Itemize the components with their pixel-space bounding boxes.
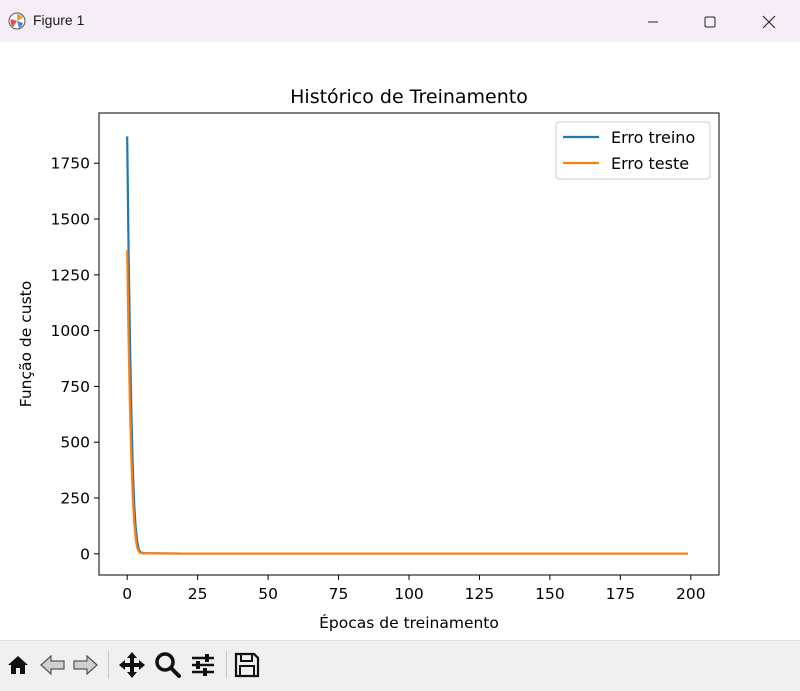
home-button[interactable] bbox=[3, 650, 33, 680]
x-tick-label: 25 bbox=[188, 585, 208, 603]
back-icon bbox=[40, 654, 65, 676]
series-line-1 bbox=[126, 136, 688, 555]
y-tick-label: 1000 bbox=[51, 322, 90, 340]
forward-icon bbox=[73, 654, 98, 676]
y-tick-label: 500 bbox=[60, 434, 90, 452]
maximize-button[interactable] bbox=[687, 8, 733, 36]
series-line-2 bbox=[126, 250, 688, 555]
zoom-button[interactable] bbox=[153, 650, 183, 680]
back-button[interactable] bbox=[38, 650, 68, 680]
y-tick-label: 1750 bbox=[51, 155, 90, 173]
x-tick-label: 150 bbox=[535, 585, 565, 603]
y-tick-label: 250 bbox=[60, 490, 90, 508]
matplotlib-icon bbox=[8, 12, 26, 30]
y-tick-label: 0 bbox=[80, 545, 90, 563]
window-title: Figure 1 bbox=[33, 12, 85, 28]
y-tick-label: 1500 bbox=[51, 211, 90, 229]
home-icon bbox=[8, 656, 28, 674]
title-bar: Figure 1 bbox=[0, 0, 800, 43]
navigation-toolbar bbox=[0, 640, 800, 691]
pan-button[interactable] bbox=[117, 650, 147, 680]
legend-label: Erro treino bbox=[611, 128, 695, 147]
close-icon bbox=[762, 15, 776, 29]
forward-button[interactable] bbox=[70, 650, 100, 680]
plot-frame bbox=[98, 112, 720, 576]
y-axis-label: Função de custo bbox=[17, 281, 35, 407]
zoom-icon bbox=[155, 652, 181, 678]
configure-subplots-icon bbox=[192, 654, 214, 676]
x-tick-label: 100 bbox=[394, 585, 424, 603]
legend: Erro treino Erro teste bbox=[555, 121, 711, 180]
configure-subplots-button[interactable] bbox=[188, 650, 218, 680]
legend-label: Erro teste bbox=[611, 154, 689, 173]
x-tick-label: 50 bbox=[258, 585, 278, 603]
x-axis-label: Épocas de treinamento bbox=[319, 613, 499, 632]
pan-icon bbox=[119, 652, 145, 678]
y-tick-label: 750 bbox=[60, 378, 90, 396]
save-icon bbox=[234, 652, 260, 678]
figure-canvas[interactable]: Histórico de Treinamento 0 25 50 75 100 125 150… bbox=[0, 42, 800, 640]
x-tick-label: 0 bbox=[122, 585, 132, 603]
chart-title: Histórico de Treinamento bbox=[290, 86, 528, 108]
y-tick-label: 1250 bbox=[51, 266, 90, 284]
toolbar-separator bbox=[108, 651, 109, 679]
close-button[interactable] bbox=[746, 8, 792, 36]
minimize-icon bbox=[648, 21, 658, 23]
x-tick-label: 200 bbox=[676, 585, 706, 603]
toolbar-separator bbox=[226, 651, 227, 679]
x-tick-label: 175 bbox=[606, 585, 636, 603]
maximize-icon bbox=[704, 16, 716, 28]
x-tick-label: 75 bbox=[329, 585, 349, 603]
minimize-button[interactable] bbox=[630, 8, 676, 36]
x-tick-label: 125 bbox=[465, 585, 495, 603]
save-button[interactable] bbox=[232, 650, 262, 680]
line-chart: Histórico de Treinamento 0 25 50 75 100 125 150… bbox=[17, 86, 720, 632]
